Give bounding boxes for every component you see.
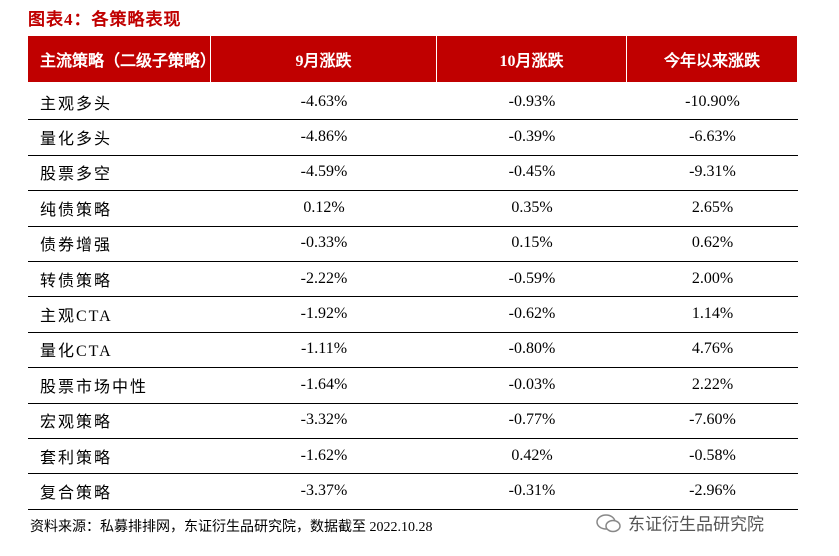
value-cell: 0.15% [511, 234, 553, 252]
value-cell: 2.65% [691, 198, 734, 216]
table-row: 复合策略 -3.37% -0.31% -2.96% [28, 473, 798, 510]
value-cell: -0.39% [508, 128, 556, 146]
value-cell: -3.32% [300, 411, 348, 429]
value-cell: 0.12% [303, 198, 345, 216]
title: 图表4：各策略表现 [28, 10, 182, 29]
value-cell: -0.33% [300, 234, 348, 252]
value-cell: -9.31% [689, 163, 736, 181]
value-cell: -1.64% [300, 375, 348, 393]
table-row: 主观CTA -1.92% -0.62% 1.14% [28, 296, 798, 333]
value-cell: -7.60% [689, 411, 736, 429]
value-cell: -0.62% [508, 305, 556, 323]
row-label: 套利策略 [40, 449, 113, 467]
value-cell: -2.96% [689, 482, 736, 500]
table-row: 量化CTA -1.11% -0.80% 4.76% [28, 332, 798, 369]
row-label: 债券增强 [40, 237, 113, 255]
value-cell: -0.03% [508, 375, 556, 393]
table-row: 债券增强 -0.33% 0.15% 0.62% [28, 226, 798, 262]
value-cell: 1.14% [691, 305, 734, 323]
table-row: 主观多头 -4.63% -0.93% -10.90% [28, 84, 798, 121]
row-label: 复合策略 [40, 485, 113, 503]
row-label: 主观多头 [40, 95, 113, 113]
value-cell: 2.00% [691, 269, 734, 287]
value-cell: -0.59% [508, 269, 556, 287]
header-cell: 今年以来涨跌 [627, 36, 798, 82]
table-row: 纯债策略 0.12% 0.35% 2.65% [28, 190, 798, 227]
table-row: 转债策略 -2.22% -0.59% 2.00% [28, 261, 798, 298]
header-cell: 9月涨跌 [211, 36, 437, 82]
watermark-icon [596, 513, 621, 532]
row-label: 股票多空 [40, 166, 113, 184]
value-cell: 2.22% [691, 375, 734, 393]
value-cell: -10.90% [685, 92, 740, 110]
header-row: 主流策略（二级子策略） 9月涨跌 10月涨跌 今年以来涨跌 [28, 36, 798, 82]
value-cell: -3.37% [300, 482, 348, 500]
value-cell: -1.11% [300, 340, 348, 358]
watermark: 东证衍生品研究院 [596, 510, 764, 535]
value-cell: -0.77% [508, 411, 556, 429]
row-label: 量化多头 [40, 131, 113, 149]
value-cell: -6.63% [689, 128, 736, 146]
row-label: 量化CTA [40, 343, 113, 361]
value-cell: -2.22% [300, 269, 348, 287]
value-cell: -4.86% [300, 128, 348, 146]
table-row: 股票市场中性 -1.64% -0.03% 2.22% [28, 367, 798, 404]
value-cell: -0.31% [508, 482, 556, 500]
value-cell: -1.92% [300, 305, 348, 323]
value-cell: 4.76% [691, 340, 734, 358]
value-cell: -0.45% [508, 163, 556, 181]
value-cell: 0.35% [511, 198, 553, 216]
value-cell: -4.63% [300, 92, 348, 110]
value-cell: 0.62% [691, 234, 734, 252]
value-cell: -4.59% [300, 163, 348, 181]
value-cell: 0.42% [511, 446, 553, 464]
table-row: 量化多头 -4.86% -0.39% -6.63% [28, 119, 798, 156]
row-label: 股票市场中性 [40, 378, 149, 396]
header-cell: 主流策略（二级子策略） [28, 36, 216, 82]
header-cell: 10月涨跌 [437, 36, 627, 82]
row-label: 主观CTA [40, 308, 113, 326]
value-cell: -0.93% [508, 92, 556, 110]
row-label: 宏观策略 [40, 414, 113, 432]
value-cell: -1.62% [300, 446, 348, 464]
table-row: 股票多空 -4.59% -0.45% -9.31% [28, 155, 798, 192]
row-label: 转债策略 [40, 272, 113, 290]
table-row: 套利策略 -1.62% 0.42% -0.58% [28, 438, 798, 475]
table-row: 宏观策略 -3.32% -0.77% -7.60% [28, 403, 798, 439]
value-cell: -0.58% [689, 446, 736, 464]
source-note: 资料来源：私募排排网，东证衍生品研究院，数据截至 2022.10.28 [30, 520, 433, 535]
row-label: 纯债策略 [40, 201, 113, 219]
value-cell: -0.80% [508, 340, 556, 358]
watermark-text: 东证衍生品研究院 [628, 515, 764, 535]
